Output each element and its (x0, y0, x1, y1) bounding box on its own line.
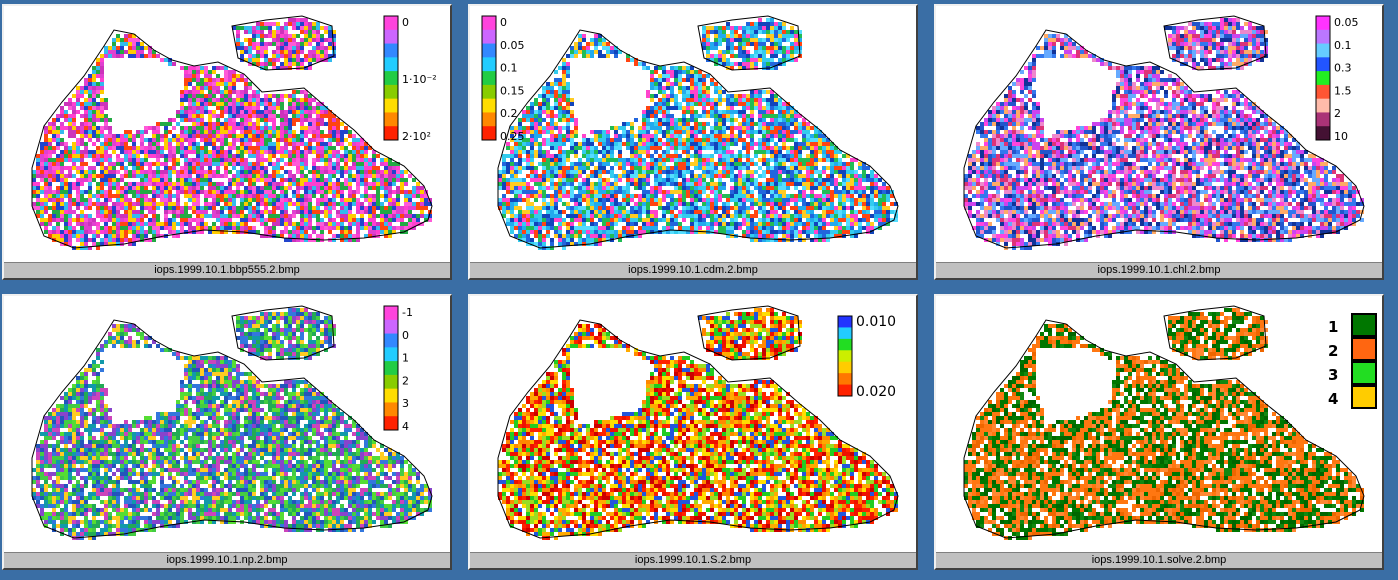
legend-tick-label: 0.1 (1334, 39, 1352, 52)
map-panel-6: 1 2 3 4 iops.1999.10.1.solve.2.bmp (934, 294, 1384, 570)
color-legend: 1 2 3 4 (1328, 313, 1377, 409)
sea-map: 0.05 0.1 0.3 1.5 2 10 (963, 15, 1365, 250)
legend-tick-label: 0.3 (1334, 62, 1352, 75)
legend-tick-label: 0.05 (500, 39, 525, 52)
file-caption: iops.1999.10.1.np.2.bmp (4, 552, 450, 568)
sea-map: -1 0 1 2 3 4 (31, 305, 433, 540)
map-panel-5: 0.010 0.020 iops.1999.10.1.S.2.bmp (468, 294, 918, 570)
data-pixels (964, 18, 1364, 250)
coastline (497, 15, 899, 249)
legend-tick-label: 0.2 (500, 107, 518, 120)
legend-tick-label: 0 (402, 329, 409, 342)
sea-map: 1 2 3 4 (963, 305, 1377, 540)
sea-map: 0.010 0.020 (497, 305, 899, 540)
coastline (31, 15, 433, 249)
legend-tick-label: 0 (500, 16, 507, 29)
map-panel-4: -1 0 1 2 3 4 iops.1999.10.1.np.2.bmp (2, 294, 452, 570)
coastline (963, 305, 1365, 539)
legend-tick-label: 0.25 (500, 130, 525, 143)
legend-tick-label: 1.5 (1334, 84, 1352, 97)
color-legend: 0.010 0.020 (837, 314, 896, 400)
file-caption: iops.1999.10.1.S.2.bmp (470, 552, 916, 568)
map-panel-2: 0 0.05 0.1 0.15 0.2 0.25 iops.1999.10.1.cdm.2… (468, 4, 918, 280)
legend-tick-label: 3 (402, 397, 409, 410)
legend-tick-label: 4 (402, 420, 409, 433)
legend-class-label: 4 (1328, 390, 1338, 408)
data-pixels (32, 308, 432, 540)
legend-tick-label: 2·10² (402, 130, 431, 143)
legend-tick-label: 1 (402, 352, 409, 365)
data-pixels (498, 308, 898, 540)
file-caption: iops.1999.10.1.chl.2.bmp (936, 262, 1382, 278)
legend-class-label: 2 (1328, 342, 1338, 360)
legend-tick-label: -1 (402, 306, 413, 319)
sea-map: 0 1·10⁻² 2·10² (31, 15, 437, 250)
coastline (963, 15, 1365, 249)
data-pixels (964, 308, 1364, 540)
legend-class-label: 3 (1328, 366, 1338, 384)
color-legend: 0 0.05 0.1 0.15 0.2 0.25 (481, 15, 525, 143)
coastline (497, 305, 899, 539)
legend-tick-label: 0.1 (500, 62, 518, 75)
color-legend: -1 0 1 2 3 4 (383, 305, 413, 433)
color-legend: 0 1·10⁻² 2·10² (383, 15, 437, 143)
color-legend: 0.05 0.1 0.3 1.5 2 10 (1315, 15, 1359, 143)
file-caption: iops.1999.10.1.bbp555.2.bmp (4, 262, 450, 278)
legend-class-label: 1 (1328, 318, 1338, 336)
legend-tick-label: 2 (1334, 107, 1341, 120)
sea-map: 0 0.05 0.1 0.15 0.2 0.25 (481, 15, 899, 250)
map-panel-1: 0 1·10⁻² 2·10² iops.1999.10.1.bbp555.2.bmp (2, 4, 452, 280)
legend-tick-label: 0.05 (1334, 16, 1359, 29)
map-panel-3: 0.05 0.1 0.3 1.5 2 10 iops.1999.10.1.chl.2.bm… (934, 4, 1384, 280)
file-caption: iops.1999.10.1.solve.2.bmp (936, 552, 1382, 568)
legend-tick-label: 0.15 (500, 84, 525, 97)
legend-tick-label: 0 (402, 16, 409, 29)
legend-tick-label: 10 (1334, 130, 1348, 143)
data-pixels (498, 18, 898, 250)
legend-tick-label: 0.020 (856, 384, 896, 400)
data-pixels (32, 18, 432, 250)
file-caption: iops.1999.10.1.cdm.2.bmp (470, 262, 916, 278)
legend-tick-label: 0.010 (856, 314, 896, 330)
legend-tick-label: 1·10⁻² (402, 73, 437, 86)
legend-tick-label: 2 (402, 374, 409, 387)
coastline (31, 305, 433, 539)
